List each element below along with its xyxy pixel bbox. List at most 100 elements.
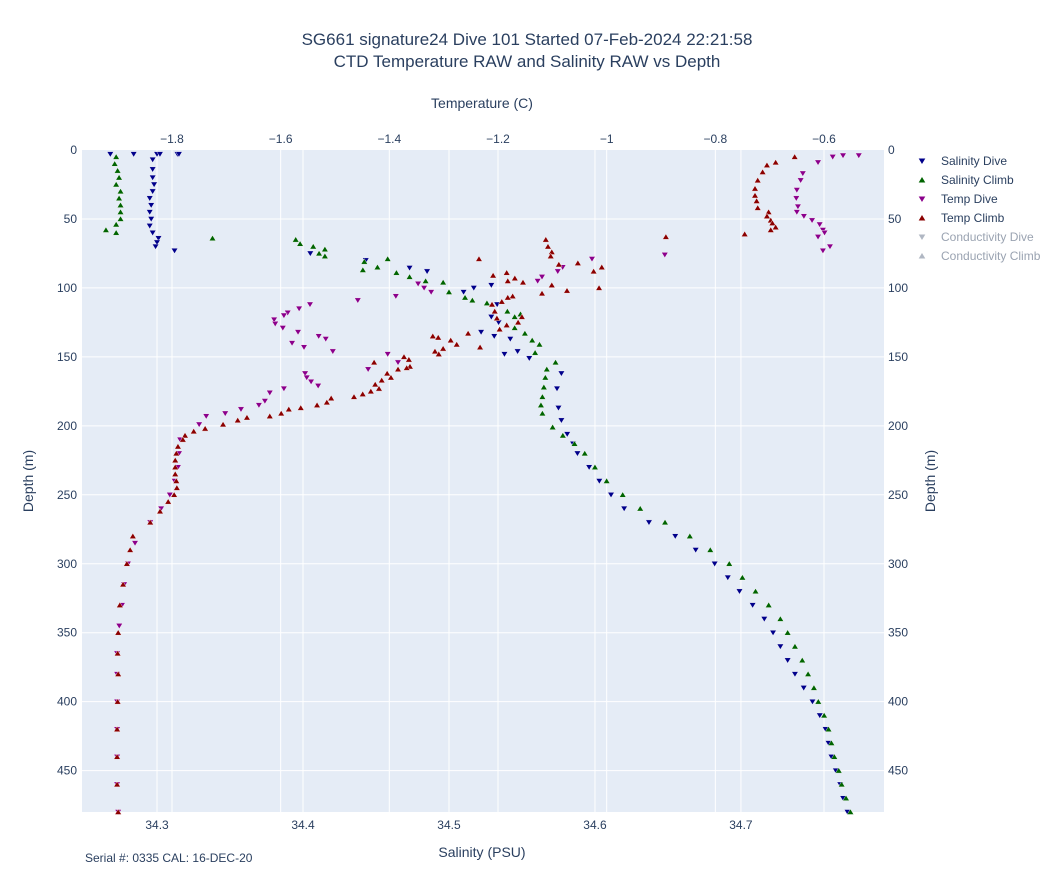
legend-item[interactable]: Temp Climb bbox=[918, 211, 1005, 225]
data-point bbox=[751, 192, 759, 199]
data-markers bbox=[102, 151, 863, 816]
data-point bbox=[445, 288, 453, 295]
data-point bbox=[752, 197, 761, 204]
x-top-tick-label: −1.6 bbox=[269, 132, 293, 146]
data-point bbox=[202, 413, 210, 420]
data-point bbox=[528, 336, 536, 343]
data-point bbox=[595, 478, 603, 485]
data-point bbox=[266, 412, 274, 419]
legend-item[interactable]: Conductivity Dive bbox=[918, 230, 1034, 244]
data-point bbox=[323, 399, 331, 406]
data-point bbox=[538, 274, 546, 281]
x-top-tick-label: −0.6 bbox=[812, 132, 836, 146]
data-point bbox=[148, 188, 157, 195]
data-point bbox=[111, 160, 119, 167]
data-point bbox=[763, 161, 771, 168]
data-point bbox=[322, 336, 330, 343]
x-top-tick-label: −1 bbox=[600, 132, 614, 146]
data-point bbox=[581, 450, 589, 457]
data-point bbox=[738, 574, 747, 581]
data-point bbox=[126, 546, 134, 553]
data-point bbox=[519, 279, 527, 286]
y-right-tick-label: 450 bbox=[888, 764, 908, 778]
legend-item[interactable]: Salinity Climb bbox=[918, 173, 1014, 187]
data-point bbox=[114, 670, 122, 677]
data-point bbox=[146, 223, 154, 230]
data-point bbox=[271, 321, 279, 328]
data-point bbox=[394, 359, 402, 366]
tick-labels: 0 0 50 50 100 100 150 150 200 200 250 250 300 300 350 3… bbox=[57, 132, 908, 832]
data-point bbox=[383, 370, 391, 377]
data-point bbox=[503, 269, 511, 276]
data-point bbox=[548, 281, 556, 288]
data-point bbox=[521, 330, 529, 337]
data-point bbox=[488, 301, 496, 308]
data-point bbox=[270, 316, 278, 323]
data-point bbox=[808, 217, 816, 224]
data-point bbox=[112, 153, 120, 160]
data-point bbox=[295, 305, 303, 312]
y-right-tick-label: 150 bbox=[888, 350, 908, 364]
data-point bbox=[824, 725, 833, 732]
legend-marker-icon bbox=[918, 158, 926, 164]
data-point bbox=[477, 329, 485, 336]
data-point bbox=[153, 239, 161, 246]
legend-label: Temp Climb bbox=[941, 211, 1005, 225]
data-point bbox=[373, 263, 382, 270]
legend-item[interactable]: Temp Dive bbox=[918, 192, 998, 206]
data-point bbox=[503, 321, 511, 328]
data-point bbox=[661, 252, 669, 259]
data-point bbox=[751, 587, 760, 595]
data-point bbox=[116, 201, 125, 208]
data-point bbox=[839, 152, 847, 159]
data-point bbox=[799, 170, 807, 177]
data-point bbox=[735, 588, 744, 595]
data-point bbox=[692, 547, 700, 554]
x-top-axis-title: Temperature (C) bbox=[431, 95, 533, 111]
legend-item[interactable]: Salinity Dive bbox=[918, 154, 1008, 168]
x-top-tick-label: −0.8 bbox=[703, 132, 727, 146]
data-point bbox=[148, 156, 157, 164]
data-point bbox=[119, 581, 127, 588]
data-point bbox=[769, 630, 777, 637]
data-point bbox=[636, 505, 644, 512]
data-point bbox=[760, 616, 768, 623]
data-point bbox=[541, 374, 549, 381]
data-point bbox=[783, 657, 792, 664]
legend-marker-icon bbox=[918, 177, 926, 183]
data-point bbox=[112, 181, 120, 188]
data-point bbox=[423, 268, 431, 275]
data-point bbox=[535, 341, 544, 348]
data-point bbox=[106, 151, 114, 158]
x-bottom-tick-label: 34.5 bbox=[437, 818, 461, 832]
legend-item[interactable]: Conductivity Climb bbox=[918, 249, 1041, 263]
data-point bbox=[509, 292, 517, 299]
y-left-tick-label: 200 bbox=[57, 419, 77, 433]
y-right-tick-label: 100 bbox=[888, 281, 908, 295]
data-point bbox=[421, 277, 430, 284]
data-point bbox=[367, 387, 375, 395]
x-top-tick-label: −1.8 bbox=[160, 132, 184, 146]
data-point bbox=[776, 615, 785, 622]
data-point bbox=[151, 243, 160, 250]
data-point bbox=[819, 248, 827, 255]
x-bottom-tick-label: 34.4 bbox=[291, 818, 315, 832]
y-left-tick-label: 100 bbox=[57, 281, 77, 295]
data-point bbox=[514, 319, 522, 326]
data-point bbox=[156, 507, 164, 515]
data-point bbox=[164, 498, 172, 505]
data-point bbox=[115, 174, 123, 181]
data-point bbox=[661, 519, 669, 526]
data-point bbox=[123, 560, 131, 567]
data-point bbox=[453, 341, 461, 348]
data-point bbox=[538, 410, 547, 417]
data-point bbox=[154, 235, 163, 242]
data-point bbox=[506, 336, 514, 343]
plot-area[interactable] bbox=[82, 150, 884, 812]
data-point bbox=[113, 725, 121, 732]
data-point bbox=[243, 414, 251, 421]
y-right-tick-label: 250 bbox=[888, 488, 908, 502]
data-point bbox=[607, 492, 615, 499]
data-point bbox=[435, 350, 443, 357]
data-point bbox=[360, 258, 368, 265]
